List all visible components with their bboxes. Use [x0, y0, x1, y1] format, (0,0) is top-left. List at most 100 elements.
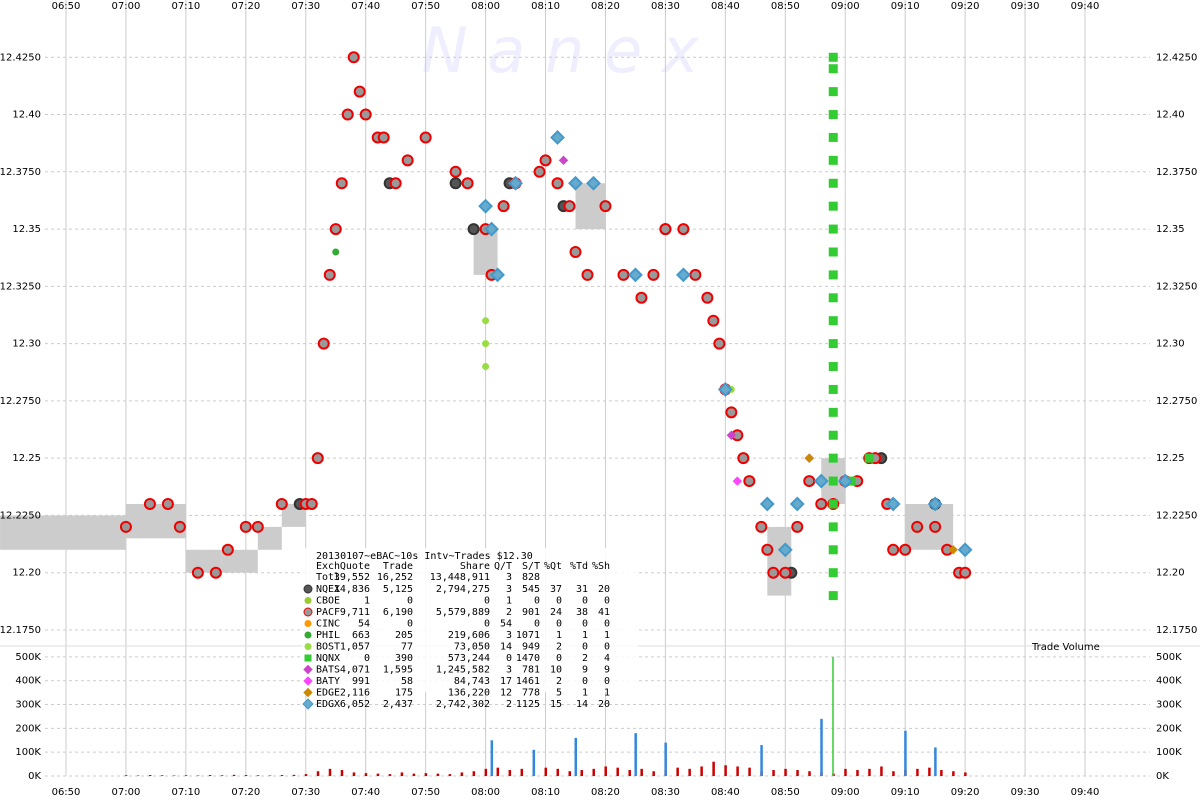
- trade-marker: [449, 165, 462, 178]
- legend-cell: 219,606: [448, 630, 490, 641]
- y-tick-label-right: 300K: [1156, 700, 1182, 711]
- legend-name: BATY: [316, 676, 340, 687]
- volume-bar: [724, 765, 727, 776]
- legend-header: %Td: [570, 561, 588, 572]
- legend-name: EDGE: [316, 688, 340, 699]
- legend-marker: [304, 643, 312, 650]
- trade-marker: [341, 108, 354, 121]
- legend-cell: 573,244: [448, 653, 490, 664]
- legend-bg: [302, 548, 638, 692]
- volume-title: Trade Volume: [1031, 642, 1100, 653]
- legend-cell: 1461: [516, 676, 540, 687]
- trade-marker: [755, 520, 768, 533]
- legend-cell: 3: [506, 572, 512, 583]
- volume-bar: [490, 740, 494, 776]
- x-tick-label: 09:10: [891, 1, 920, 12]
- x-tick-label: 08:50: [771, 1, 800, 12]
- volume-bar: [376, 773, 380, 776]
- trade-marker: [173, 520, 186, 533]
- trade-marker: [959, 566, 972, 579]
- x-tick-label: 07:50: [411, 787, 440, 798]
- volume-bar: [952, 771, 955, 776]
- trade-marker: [707, 314, 720, 327]
- trade-marker: [617, 268, 630, 281]
- y-tick-label: 12.1750: [0, 625, 41, 636]
- legend-cell: 1470: [516, 653, 540, 664]
- volume-bar: [568, 771, 572, 776]
- trade-marker: [815, 497, 828, 510]
- trade-marker: [828, 87, 838, 97]
- volume-bar: [700, 766, 703, 776]
- legend-name: BATS: [316, 665, 340, 676]
- x-tick-label: 07:40: [351, 787, 380, 798]
- legend-header: %Sh: [592, 561, 610, 572]
- legend-name: PHIL: [316, 630, 340, 641]
- y-tick-label-right: 12.1750: [1156, 625, 1197, 636]
- y-tick-label-right: 0K: [1156, 771, 1169, 782]
- trade-marker: [251, 520, 264, 533]
- legend-name: NQEX: [316, 584, 340, 595]
- trade-marker: [558, 155, 569, 166]
- legend-cell: 1,245,582: [436, 665, 490, 676]
- legend-cell: 15: [550, 699, 562, 710]
- volume-bar: [676, 767, 679, 776]
- legend-marker: [303, 664, 313, 675]
- volume-bar: [412, 773, 416, 776]
- trade-marker: [569, 245, 582, 258]
- legend-cell: 1125: [516, 699, 540, 710]
- trade-marker: [586, 175, 601, 191]
- trade-marker: [929, 520, 942, 533]
- x-tick-label: 06:50: [52, 1, 81, 12]
- watermark: N a n e x: [421, 14, 700, 87]
- x-tick-label: 07:00: [112, 1, 141, 12]
- legend-cell: 54: [500, 619, 512, 630]
- volume-bar: [616, 767, 619, 776]
- trade-marker: [701, 291, 714, 304]
- legend-cell: 0: [364, 653, 370, 664]
- legend-cell: 2,742,302: [436, 699, 490, 710]
- y-tick-label-right: 12.2250: [1156, 510, 1197, 521]
- x-tick-label: 07:20: [231, 1, 260, 12]
- trade-marker: [359, 108, 372, 121]
- x-tick-label: 07:30: [291, 787, 320, 798]
- legend-cell: 0: [604, 619, 610, 630]
- quote-band: [0, 515, 126, 550]
- trade-marker: [927, 496, 943, 512]
- volume-bar: [820, 718, 823, 776]
- legend-cell: 390: [395, 653, 413, 664]
- legend-cell: 901: [522, 607, 540, 618]
- legend-cell: 1: [582, 630, 588, 641]
- volume-bar: [388, 774, 392, 776]
- x-tick-label: 08:30: [651, 787, 680, 798]
- volume-bar: [508, 770, 512, 776]
- y-tick-label: 200K: [15, 723, 41, 734]
- trade-marker: [725, 406, 738, 419]
- volume-bar: [628, 770, 631, 776]
- quote-band: [473, 229, 498, 275]
- volume-bar: [460, 772, 464, 776]
- trade-marker: [449, 177, 462, 190]
- legend-cell: 0: [484, 596, 490, 607]
- quote-band: [185, 549, 222, 573]
- y-tick-label-right: 200K: [1156, 723, 1182, 734]
- y-tick-label-right: 12.3250: [1156, 281, 1197, 292]
- legend-cell: 0: [484, 619, 490, 630]
- trade-marker: [599, 200, 612, 213]
- volume-bar: [424, 773, 428, 776]
- x-tick-label: 08:00: [471, 1, 500, 12]
- trade-marker: [828, 110, 838, 120]
- legend-cell: 5: [556, 688, 562, 699]
- trade-marker: [353, 85, 366, 98]
- x-tick-label: 07:10: [171, 1, 200, 12]
- volume-bar: [880, 766, 883, 776]
- x-tick-label: 07:30: [291, 1, 320, 12]
- volume-bar: [448, 774, 452, 776]
- legend-cell: 13,448,911: [430, 572, 490, 583]
- legend-header: Exch: [316, 561, 340, 572]
- trade-marker: [533, 165, 546, 178]
- trade-marker: [887, 543, 900, 556]
- legend-cell: 0: [556, 653, 562, 664]
- trade-marker: [659, 223, 672, 236]
- y-tick-label: 0K: [28, 771, 41, 782]
